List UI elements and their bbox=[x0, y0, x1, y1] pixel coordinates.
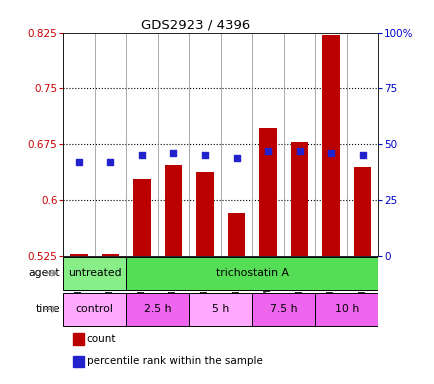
Bar bbox=[126, 257, 378, 290]
Bar bbox=[259, 128, 276, 256]
Text: trichostatin A: trichostatin A bbox=[215, 268, 288, 278]
Text: control: control bbox=[76, 304, 113, 314]
Title: GDS2923 / 4396: GDS2923 / 4396 bbox=[141, 18, 250, 31]
Bar bbox=[315, 293, 378, 326]
Bar bbox=[126, 293, 189, 326]
Bar bbox=[196, 172, 213, 256]
Text: untreated: untreated bbox=[68, 268, 121, 278]
Bar bbox=[353, 167, 371, 256]
Point bbox=[107, 159, 114, 165]
Point bbox=[264, 148, 271, 154]
Bar bbox=[322, 35, 339, 256]
Bar bbox=[133, 179, 150, 256]
Bar bbox=[290, 142, 308, 256]
Point bbox=[233, 154, 240, 161]
Text: 5 h: 5 h bbox=[212, 304, 229, 314]
Bar bbox=[157, 33, 189, 256]
Bar bbox=[315, 33, 346, 256]
Bar bbox=[70, 254, 87, 256]
Text: count: count bbox=[86, 334, 116, 344]
Bar bbox=[63, 33, 95, 256]
Bar bbox=[72, 356, 83, 367]
Point bbox=[170, 150, 177, 156]
Bar bbox=[346, 33, 378, 256]
Text: 2.5 h: 2.5 h bbox=[144, 304, 171, 314]
Bar bbox=[95, 33, 126, 256]
Bar bbox=[63, 257, 126, 290]
Bar bbox=[189, 33, 220, 256]
Bar bbox=[63, 293, 126, 326]
Text: agent: agent bbox=[28, 268, 60, 278]
Text: time: time bbox=[35, 304, 60, 314]
Point bbox=[327, 150, 334, 156]
Text: 10 h: 10 h bbox=[334, 304, 358, 314]
Bar bbox=[189, 293, 252, 326]
Bar bbox=[283, 33, 315, 256]
Bar bbox=[72, 333, 83, 345]
Bar bbox=[164, 165, 182, 256]
Point bbox=[201, 152, 208, 159]
Point bbox=[358, 152, 365, 159]
Bar bbox=[227, 214, 245, 256]
Point bbox=[296, 148, 302, 154]
Point bbox=[138, 152, 145, 159]
Bar bbox=[252, 33, 283, 256]
Bar bbox=[126, 33, 157, 256]
Text: percentile rank within the sample: percentile rank within the sample bbox=[86, 356, 262, 366]
Bar bbox=[220, 33, 252, 256]
Bar bbox=[252, 293, 315, 326]
Text: 7.5 h: 7.5 h bbox=[270, 304, 297, 314]
Point bbox=[75, 159, 82, 165]
Bar bbox=[102, 253, 119, 256]
